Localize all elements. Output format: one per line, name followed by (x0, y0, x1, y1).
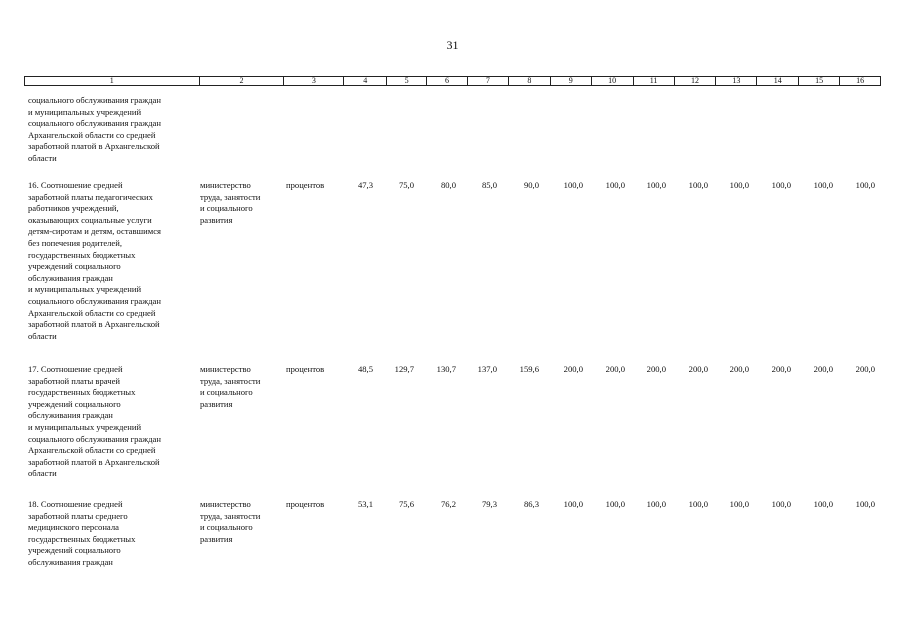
value-cell: 100,0 (729, 180, 749, 190)
unit: процентов (286, 499, 325, 509)
value-cell: 100,0 (605, 180, 625, 190)
value-cell: 100,0 (855, 180, 875, 190)
value-cell: 100,0 (813, 499, 833, 509)
header-cell: 10 (590, 77, 633, 85)
value-cell: 100,0 (729, 499, 749, 509)
header-cell: 4 (343, 77, 386, 85)
header-cell: 16 (839, 77, 880, 85)
value-cell: 200,0 (729, 364, 749, 374)
value-cell: 100,0 (605, 499, 625, 509)
value-cell: 100,0 (688, 499, 708, 509)
value-cell: 100,0 (813, 180, 833, 190)
value-cell: 200,0 (563, 364, 583, 374)
header-cell: 7 (466, 77, 508, 85)
value-cell: 86,3 (523, 499, 539, 509)
header-cell: 1 (109, 76, 114, 85)
header-cell: 13 (715, 77, 756, 85)
responsible-ministry: министерство труда, занятости и социальн… (200, 499, 261, 544)
value-cell: 100,0 (646, 499, 666, 509)
header-cell: 6 (426, 77, 467, 85)
header-cell: 14 (756, 77, 798, 85)
responsible-ministry: министерство труда, занятости и социальн… (200, 180, 261, 225)
value-cell: 100,0 (771, 180, 791, 190)
value-cell: 76,2 (440, 499, 456, 509)
indicator-name: 17. Соотношение средней заработной платы… (28, 364, 161, 479)
value-cell: 79,3 (481, 499, 497, 509)
value-cell: 80,0 (440, 180, 456, 190)
header-cell: 15 (798, 77, 839, 85)
indicator-name: социального обслуживания граждан и муниц… (28, 95, 161, 163)
value-cell: 100,0 (646, 180, 666, 190)
value-cell: 75,0 (398, 180, 414, 190)
responsible-ministry: министерство труда, занятости и социальн… (200, 364, 261, 409)
header-cell: 8 (507, 77, 550, 85)
value-cell: 159,6 (519, 364, 539, 374)
header-cell: 11 (632, 77, 674, 85)
table-header: 1 2 3 4 5 6 7 8 9 10 11 12 13 14 15 16 (24, 76, 881, 86)
value-cell: 200,0 (813, 364, 833, 374)
indicator-name: 18. Соотношение средней заработной платы… (28, 499, 136, 567)
page-number: 31 (446, 38, 459, 52)
header-cell: 5 (386, 77, 426, 85)
unit: процентов (286, 364, 325, 374)
value-cell: 53,1 (357, 499, 373, 509)
value-cell: 200,0 (855, 364, 875, 374)
value-cell: 75,6 (398, 499, 414, 509)
header-cell: 3 (283, 77, 343, 85)
value-cell: 130,7 (436, 364, 456, 374)
value-cell: 200,0 (688, 364, 708, 374)
value-cell: 90,0 (523, 180, 539, 190)
value-cell: 100,0 (771, 499, 791, 509)
value-cell: 200,0 (605, 364, 625, 374)
value-cell: 200,0 (771, 364, 791, 374)
value-cell: 100,0 (855, 499, 875, 509)
value-cell: 47,3 (357, 180, 373, 190)
value-cell: 200,0 (646, 364, 666, 374)
header-cell: 12 (673, 77, 716, 85)
value-cell: 137,0 (477, 364, 497, 374)
unit: процентов (286, 180, 325, 190)
value-cell: 100,0 (563, 180, 583, 190)
header-cell: 9 (549, 77, 591, 85)
value-cell: 100,0 (688, 180, 708, 190)
value-cell: 129,7 (394, 364, 414, 374)
value-cell: 100,0 (563, 499, 583, 509)
indicator-name: 16. Соотношение средней заработной платы… (28, 180, 161, 341)
value-cell: 85,0 (481, 180, 497, 190)
value-cell: 48,5 (357, 364, 373, 374)
header-cell: 2 (198, 77, 284, 85)
